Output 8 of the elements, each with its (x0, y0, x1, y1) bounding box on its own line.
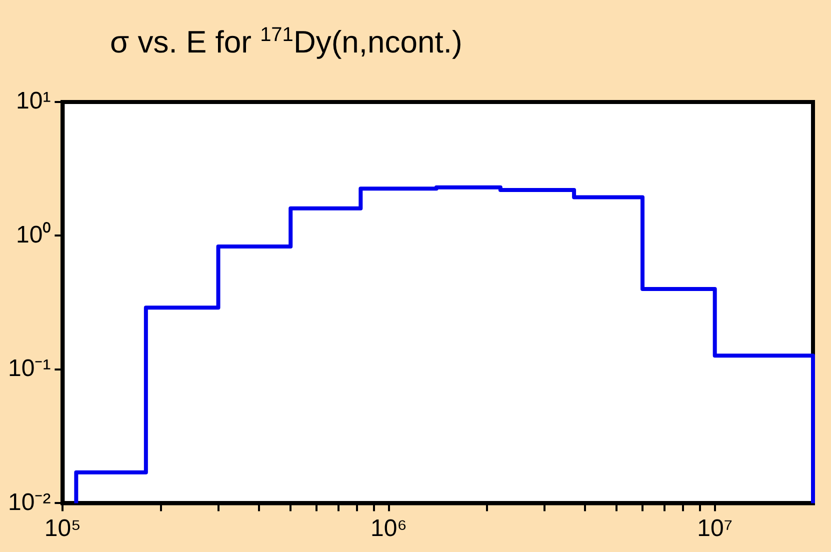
y-tick-label: 10⁰ (16, 221, 51, 248)
x-tick-label: 10⁵ (44, 515, 82, 542)
chart-title: σ vs. E for $^{171}$Dy(n,ncont.) (110, 24, 462, 60)
y-tick-label: 10⁻² (8, 488, 51, 516)
y-tick-label: 10⁻¹ (8, 355, 51, 382)
y-tick-label: 10¹ (16, 88, 51, 115)
x-tick-label: 10⁶ (370, 515, 408, 542)
x-tick-label: 10⁷ (697, 515, 733, 542)
